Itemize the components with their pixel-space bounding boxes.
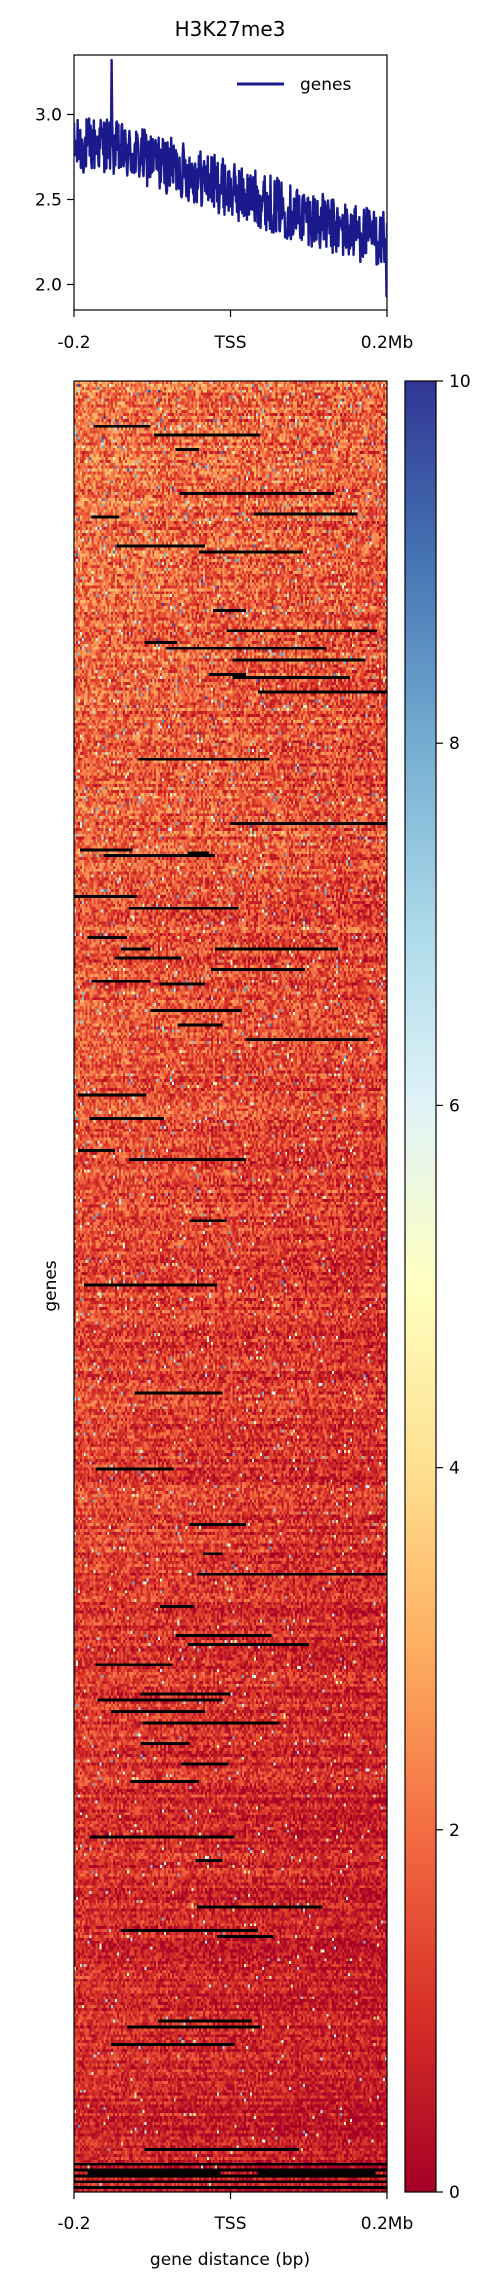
profile-y-tick-label: 2.5: [35, 191, 62, 211]
profile-line-genes: [74, 58, 387, 298]
heatmap-x-axis: -0.2 TSS 0.2Mb: [57, 2192, 413, 2234]
colorbar-tick-label: 8: [449, 734, 460, 754]
heatmap-image: [74, 381, 387, 2192]
heatmap-x-tick-label: TSS: [214, 2214, 247, 2234]
legend-label-genes: genes: [300, 75, 351, 95]
profile-y-tick-label: 2.0: [35, 276, 62, 296]
profile-legend: genes: [237, 75, 351, 95]
colorbar-tick-label: 2: [449, 1821, 460, 1841]
profile-series-line: [74, 58, 387, 298]
colorbar-tick-label: 4: [449, 1459, 460, 1479]
colorbar-tick-label: 6: [449, 1096, 460, 1116]
profile-y-axis: 2.0 2.5 3.0: [35, 106, 74, 296]
profile-title: H3K27me3: [175, 17, 286, 41]
colorbar-tick-label: 0: [449, 2183, 460, 2203]
profile-x-tick-label: -0.2: [57, 333, 90, 353]
heatmap-x-tick-label: 0.2Mb: [361, 2214, 414, 2234]
heatmap-x-axis-label: gene distance (bp): [150, 2250, 310, 2270]
heatmap-y-axis-label: genes: [41, 1260, 61, 1311]
heatmap-cells: [74, 381, 387, 2192]
colorbar-axis: 0 2 4 6 8 10: [436, 372, 471, 2203]
colorbar: [404, 380, 437, 2193]
profile-x-tick-label: TSS: [214, 333, 247, 353]
heatmap-x-tick-label: -0.2: [57, 2214, 90, 2234]
colorbar-tick-label: 10: [449, 372, 471, 392]
profile-x-tick-label: 0.2Mb: [361, 333, 414, 353]
profile-x-axis: -0.2 TSS 0.2Mb: [57, 310, 413, 353]
profile-y-tick-label: 3.0: [35, 106, 62, 126]
